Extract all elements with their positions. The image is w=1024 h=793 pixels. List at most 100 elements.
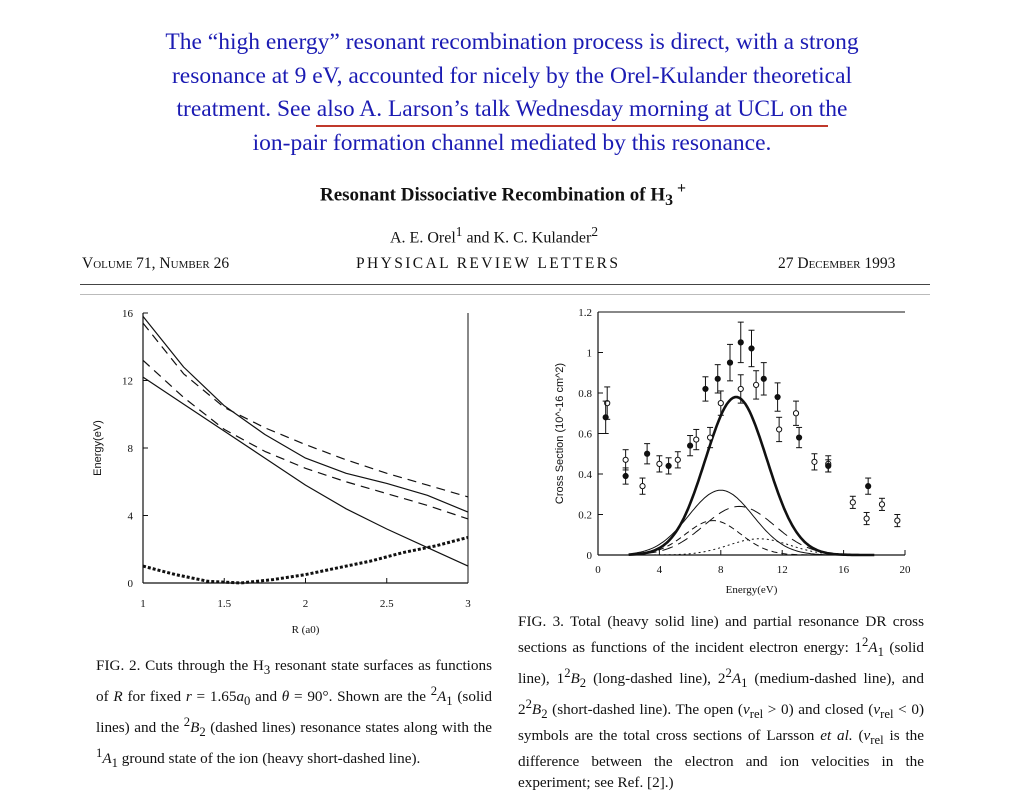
fig2-y-tick-label: 16 [122, 308, 134, 320]
paper-title-sub: 3 [665, 192, 674, 210]
fig3-cap-f-sub: rel [880, 707, 894, 722]
fig3-cap-b: (solid line), 1 [518, 639, 924, 688]
intro-line-3: treatment. See also A. Larson’s talk Wed… [60, 93, 964, 127]
fig3-open-point [792, 410, 800, 417]
fig3-cap-h-sub: rel [870, 733, 884, 748]
fig3-closed-point [602, 414, 609, 421]
fig3-curve-3 [628, 505, 875, 556]
header-rule [80, 284, 930, 285]
fig3-cap-a-sup: 2 [861, 635, 869, 649]
fig3-open-point [674, 456, 681, 463]
fig3-open-point [863, 515, 870, 522]
fig2-cap-g-sub: 2 [199, 725, 206, 740]
fig2-series-5 [142, 535, 469, 585]
fig2-chart: 1 1.5 2 2.5 3 0 4 8 12 16 R (a0) Energy(eV) [92, 308, 471, 636]
fig3-chart: 0 4 8 12 16 20 0 0.2 0.4 0.6 0.8 1 1.2 Energy(eV) Cros… [554, 307, 911, 596]
fig3-open-point [878, 501, 886, 508]
fig3-cap-e-it: v [743, 701, 750, 719]
fig2-cap-a-sub: 3 [263, 663, 271, 678]
fig3-cap-h: ( [852, 727, 864, 745]
fig3-cap-g: < 0) symbols are the total cross section… [518, 701, 925, 745]
fig3-open-point [753, 381, 760, 388]
fig2-cap-b: resonant state surfaces as functions of [96, 657, 492, 706]
fig3-cap-c: (long-dashed line), 2 [586, 670, 726, 688]
fig3-closed-point [737, 339, 744, 346]
fig3-closed-point [665, 462, 672, 469]
fig3-cap-f: > 0) and closed ( [763, 701, 874, 719]
fig3-x-tick-label: 8 [718, 564, 724, 576]
larson-talk-reference[interactable]: A. Larson’s talk Wednesday morning at UC… [359, 96, 784, 122]
fig2-series-4 [142, 359, 469, 520]
fig2-cap-h: (dashed lines) resonance states along wi… [205, 719, 492, 737]
fig2-cap-g: (solid lines) and the [96, 688, 492, 737]
author-1: A. E. Orel [390, 229, 456, 247]
paper-title-text: Resonant Dissociative Recombination of H [320, 184, 666, 206]
fig2-series-1 [142, 316, 469, 513]
header-rule-faint [80, 294, 930, 295]
fig2-x-axis-label: R (a0) [292, 624, 320, 636]
fig3-y-tick-label: 1 [587, 348, 593, 360]
fig3-plot-area: 0 4 8 12 16 20 0 0.2 0.4 0.6 0.8 1 1.2 Energy(eV) Cros… [554, 307, 911, 596]
fig3-x-axis-label: Energy(eV) [726, 584, 778, 596]
fig3-x-tick-label: 20 [900, 564, 912, 576]
author-1-sup: 1 [455, 224, 463, 239]
fig3-closed-point [825, 462, 832, 469]
fig3-closed-point [622, 472, 629, 480]
fig3-closed-point [760, 375, 767, 382]
fig3-open-point [693, 436, 700, 443]
fig2-cap-b-it: R [113, 688, 123, 706]
fig2-x-tick-label: 2 [303, 598, 309, 610]
fig3-open-point [656, 460, 663, 467]
fig3-y-tick-label: 0.6 [578, 429, 592, 441]
fig2-plot-area: 1 1.5 2 2.5 3 0 4 8 12 16 R (a0) Energy(eV) [92, 308, 471, 636]
fig2-cap-a: FIG. 2. Cuts through the H [96, 657, 264, 674]
fig3-caption: FIG. 3. Total (heavy solid line) and par… [518, 611, 924, 793]
fig3-y-tick-label: 0.4 [578, 469, 592, 481]
fig3-closed-point [726, 359, 734, 366]
fig3-closed-point [644, 450, 651, 457]
fig2-cap-e-it: θ [281, 688, 290, 706]
fig2-y-tick-label: 0 [128, 578, 134, 590]
fig2-y-tick-label: 8 [128, 443, 134, 455]
intro-line-3a: treatment. See also [176, 96, 360, 122]
fig3-cap-f-it: v [873, 701, 881, 719]
fig2-cap-c: for fixed [122, 688, 186, 706]
author-2-sup: 2 [591, 224, 598, 239]
author-and: and [462, 229, 494, 247]
fig3-closed-point [795, 434, 803, 441]
fig2-y-axis-label: Energy(eV) [92, 420, 104, 476]
author-2: K. C. Kulander [493, 229, 592, 247]
fig3-y-tick-label: 0.2 [578, 510, 592, 522]
fig3-cap-d-sup: 2 [525, 697, 532, 712]
fig2-cap-d: = 1.65 [191, 688, 237, 706]
fig3-closed-point [687, 442, 694, 449]
fig3-y-tick-label: 0 [587, 550, 593, 562]
intro-line-1: The “high energy” resonant recombination… [165, 29, 859, 55]
fig2-cap-h-it: A [102, 750, 112, 768]
fig2-cap-f-it: A [437, 688, 447, 706]
fig3-cap-b-sub: 2 [579, 676, 587, 691]
fig3-cap-c-it: A [731, 670, 742, 688]
fig2-cap-h-sub: 1 [111, 756, 118, 771]
fig3-cap-d-it: B [531, 701, 542, 719]
fig3-cap-b-sup: 2 [564, 666, 571, 681]
intro-line-2: resonance at 9 eV, accounted for nicely … [171, 62, 853, 89]
fig3-open-point [894, 517, 901, 524]
fig3-open-point [811, 458, 818, 465]
fig3-x-tick-label: 0 [595, 564, 601, 576]
fig3-open-point [622, 456, 629, 463]
fig2-cap-d-it: a [236, 688, 245, 706]
fig2-y-tick-label: 12 [122, 376, 133, 388]
fig2-cap-e: and [250, 688, 282, 706]
fig2-cap-h-sup: 1 [96, 746, 103, 761]
fig3-cap-a: FIG. 3. Total (heavy solid line) and par… [518, 613, 924, 657]
fig2-cap-g-sup: 2 [183, 715, 191, 730]
fig2-x-tick-label: 1.5 [217, 598, 231, 610]
fig2-cap-d-sub: 0 [244, 694, 251, 709]
fig2-x-tick-label: 1 [140, 598, 146, 610]
journal-date: 27 December 1993 [778, 255, 896, 272]
fig2-x-tick-label: 2.5 [380, 598, 394, 610]
fig2-cap-c-it: r [185, 688, 192, 706]
fig3-open-point [639, 483, 646, 490]
fig3-cap-a-it: A [868, 639, 878, 657]
